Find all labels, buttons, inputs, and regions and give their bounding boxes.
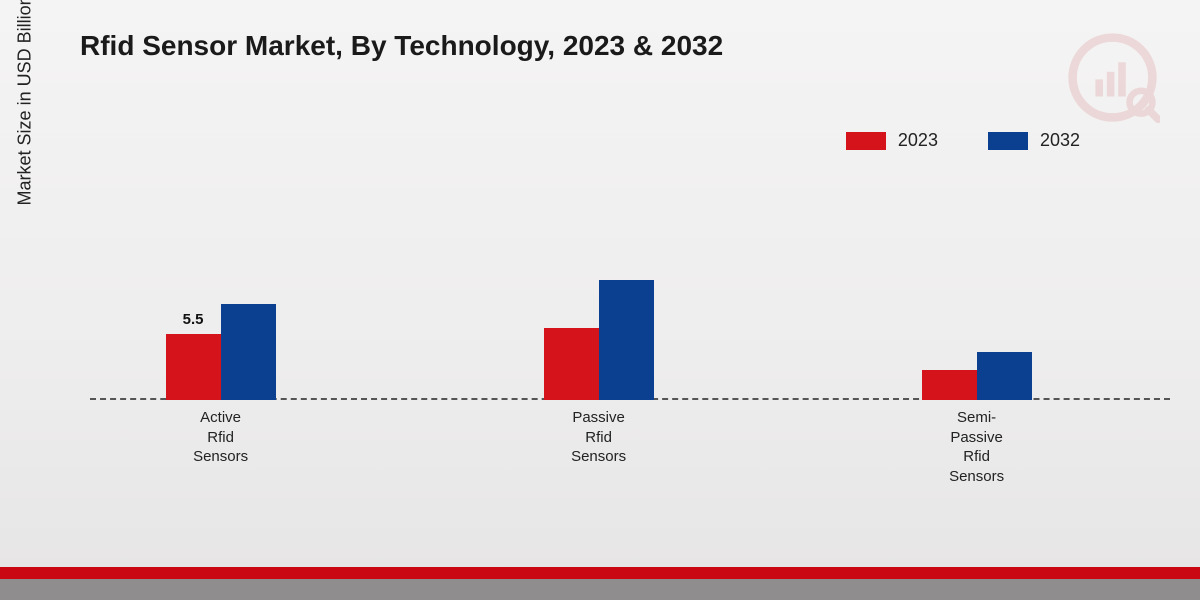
bar-2032-active [221, 304, 276, 400]
legend-swatch-2023 [846, 132, 886, 150]
y-axis-label: Market Size in USD Billion [15, 0, 36, 205]
footer-red-bar [0, 567, 1200, 579]
legend-item-2023: 2023 [846, 130, 938, 151]
x-label-semipassive: Semi-Passive Rfid Sensors [949, 408, 1004, 486]
bar-2023-passive [544, 328, 599, 400]
watermark-logo [1065, 30, 1160, 125]
bar-group-active: 5.5 Active Rfid Sensors [166, 304, 276, 400]
chart-title: Rfid Sensor Market, By Technology, 2023 … [80, 30, 723, 62]
bar-group-passive: Passive Rfid Sensors [544, 280, 654, 400]
x-label-passive: Passive Rfid Sensors [571, 408, 626, 467]
x-label-active: Active Rfid Sensors [193, 408, 248, 467]
footer-gray-bar [0, 579, 1200, 600]
legend-label-2023: 2023 [898, 130, 938, 151]
legend-label-2032: 2032 [1040, 130, 1080, 151]
bar-value-label: 5.5 [183, 311, 204, 328]
legend-item-2032: 2032 [988, 130, 1080, 151]
bar-2032-passive [599, 280, 654, 400]
legend: 2023 2032 [846, 130, 1080, 151]
bar-2023-semipassive [922, 370, 977, 400]
chart-area: 5.5 Active Rfid Sensors Passive Rfid Sen… [90, 180, 1170, 460]
bar-group-semipassive: Semi-Passive Rfid Sensors [922, 352, 1032, 400]
legend-swatch-2032 [988, 132, 1028, 150]
bar-2023-active [166, 334, 221, 400]
bar-2032-semipassive [977, 352, 1032, 400]
